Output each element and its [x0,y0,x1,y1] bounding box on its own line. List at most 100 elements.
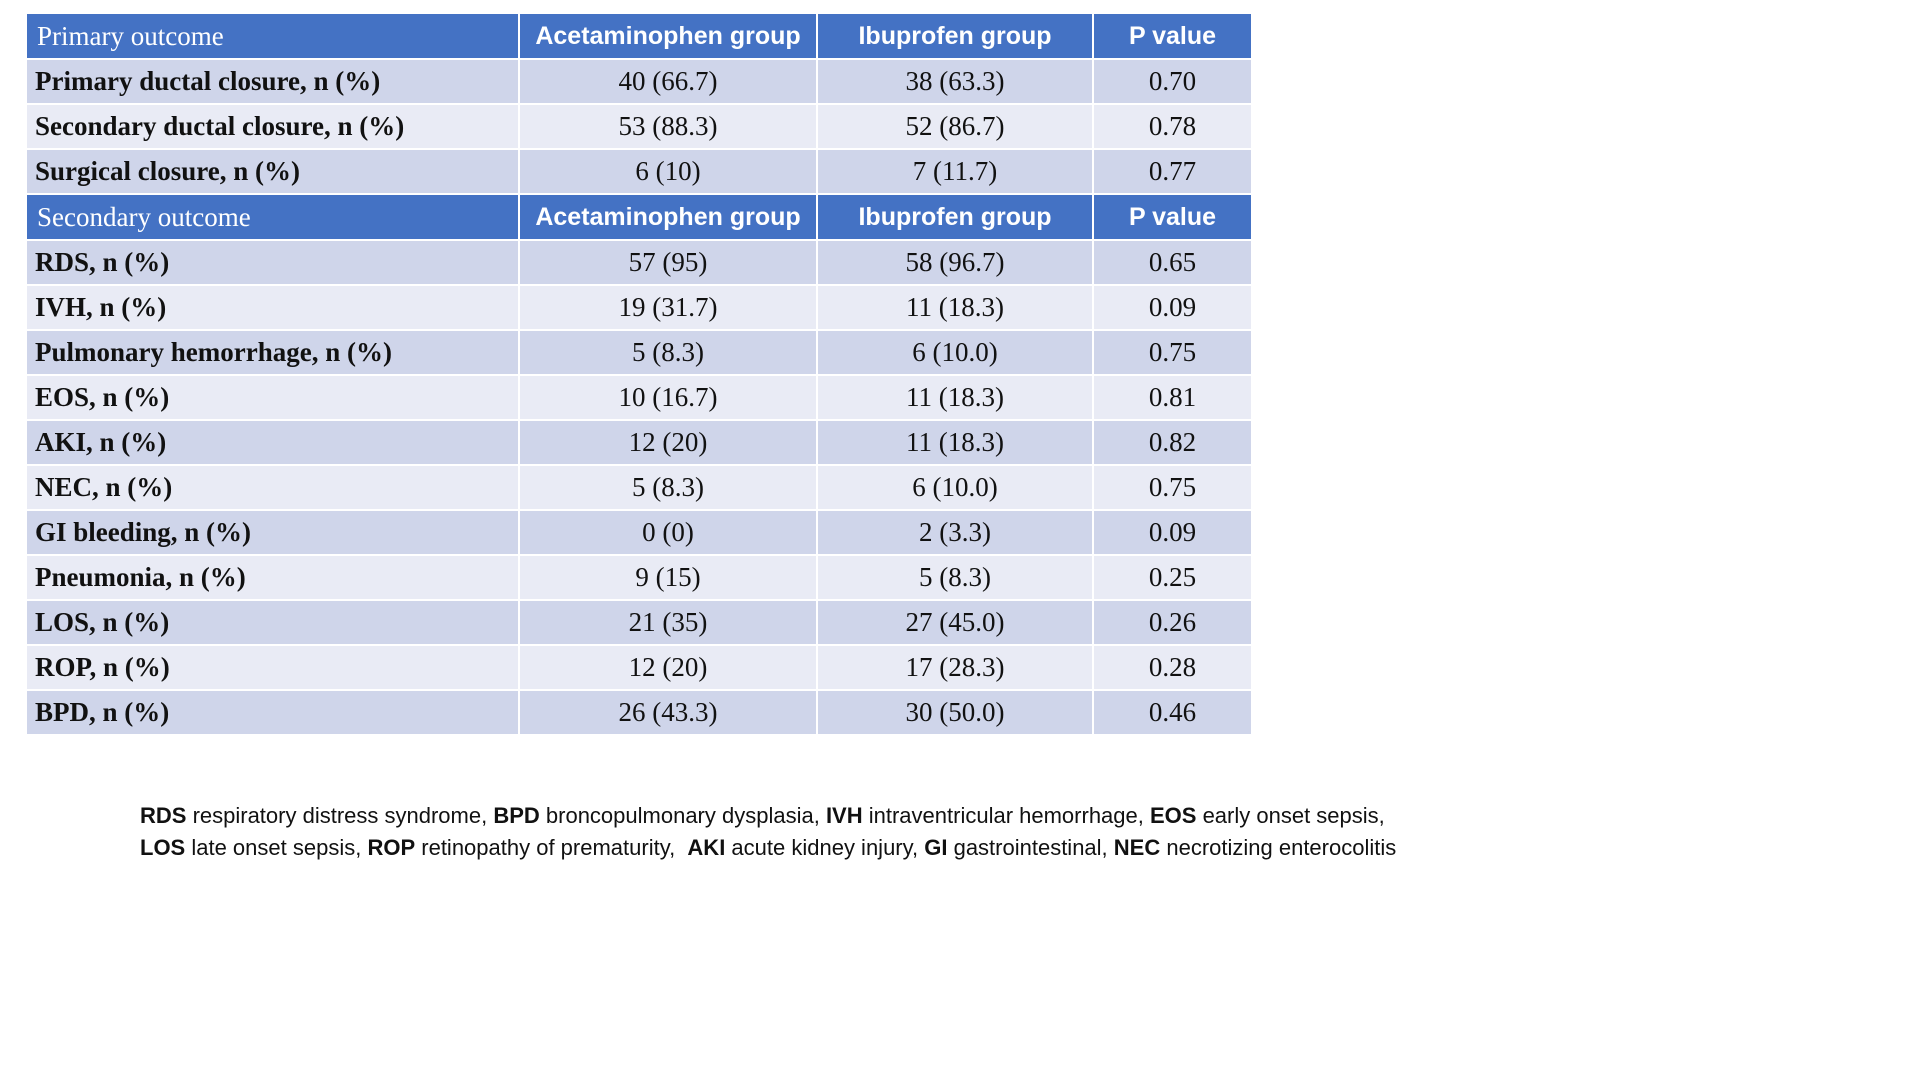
cell-p: 0.75 [1092,464,1253,511]
primary-header-outcome: Primary outcome [25,12,520,60]
cell-acet: 40 (66.7) [518,58,818,105]
secondary-header-outcome: Secondary outcome [25,193,520,241]
abbr-definition: acute kidney injury, [725,835,925,860]
cell-p: 0.46 [1092,689,1253,736]
table-row: Pneumonia, n (%) 9 (15) 5 (8.3) 0.25 [25,554,1253,601]
abbr-definition: necrotizing enterocolitis [1160,835,1397,860]
cell-ibu: 6 (10.0) [816,464,1094,511]
cell-label: Secondary ductal closure, n (%) [25,103,520,150]
cell-label: Primary ductal closure, n (%) [25,58,520,105]
cell-acet: 10 (16.7) [518,374,818,421]
abbr-term: GI [924,835,948,860]
cell-ibu: 27 (45.0) [816,599,1094,646]
abbr-term: BPD [493,803,540,828]
cell-ibu: 11 (18.3) [816,284,1094,331]
cell-ibu: 52 (86.7) [816,103,1094,150]
primary-header-p: P value [1092,12,1253,60]
table-row: Surgical closure, n (%) 6 (10) 7 (11.7) 0.7… [25,148,1253,195]
cell-p: 0.81 [1092,374,1253,421]
outcomes-table: Primary outcome Acetaminophen group Ibupro… [25,12,1253,736]
cell-acet: 19 (31.7) [518,284,818,331]
cell-p: 0.75 [1092,329,1253,376]
cell-p: 0.78 [1092,103,1253,150]
cell-p: 0.70 [1092,58,1253,105]
cell-p: 0.25 [1092,554,1253,601]
secondary-header-acet: Acetaminophen group [518,193,818,241]
table-row: EOS, n (%) 10 (16.7) 11 (18.3) 0.81 [25,374,1253,421]
abbr-term: IVH [825,803,863,828]
cell-label: EOS, n (%) [25,374,520,421]
cell-ibu: 38 (63.3) [816,58,1094,105]
abbreviations-footnote: RDS respiratory distress syndrome, BPD b… [140,800,1540,864]
cell-acet: 5 (8.3) [518,464,818,511]
abbr-definition: respiratory distress syndrome, [186,803,494,828]
abbr-term: ROP [367,835,416,860]
secondary-header-ibu: Ibuprofen group [816,193,1094,241]
abbr-definition: early onset sepsis, [1196,803,1385,828]
cell-p: 0.09 [1092,509,1253,556]
cell-acet: 5 (8.3) [518,329,818,376]
cell-label: NEC, n (%) [25,464,520,511]
table-row: Primary ductal closure, n (%) 40 (66.7) 38… [25,58,1253,105]
cell-ibu: 11 (18.3) [816,374,1094,421]
cell-ibu: 11 (18.3) [816,419,1094,466]
cell-acet: 0 (0) [518,509,818,556]
cell-acet: 53 (88.3) [518,103,818,150]
abbr-term: EOS [1149,803,1197,828]
cell-acet: 9 (15) [518,554,818,601]
cell-ibu: 58 (96.7) [816,239,1094,286]
abbr-definition: late onset sepsis, [185,835,368,860]
cell-ibu: 6 (10.0) [816,329,1094,376]
abbr-term: AKI [687,835,726,860]
secondary-header-row: Secondary outcome Acetaminophen group Ibup… [25,193,1253,241]
cell-label: BPD, n (%) [25,689,520,736]
outcomes-table-body: Primary outcome Acetaminophen group Ibupro… [25,12,1253,736]
table-row: Pulmonary hemorrhage, n (%) 5 (8.3) 6 (10.… [25,329,1253,376]
cell-label: ROP, n (%) [25,644,520,691]
cell-ibu: 7 (11.7) [816,148,1094,195]
cell-ibu: 17 (28.3) [816,644,1094,691]
cell-label: AKI, n (%) [25,419,520,466]
cell-label: GI bleeding, n (%) [25,509,520,556]
cell-label: LOS, n (%) [25,599,520,646]
table-row: LOS, n (%) 21 (35) 27 (45.0) 0.26 [25,599,1253,646]
cell-label: RDS, n (%) [25,239,520,286]
cell-p: 0.09 [1092,284,1253,331]
table-row: RDS, n (%) 57 (95) 58 (96.7) 0.65 [25,239,1253,286]
table-row: GI bleeding, n (%) 0 (0) 2 (3.3) 0.09 [25,509,1253,556]
cell-p: 0.26 [1092,599,1253,646]
cell-acet: 6 (10) [518,148,818,195]
table-row: IVH, n (%) 19 (31.7) 11 (18.3) 0.09 [25,284,1253,331]
cell-acet: 21 (35) [518,599,818,646]
cell-ibu: 2 (3.3) [816,509,1094,556]
table-row: Secondary ductal closure, n (%) 53 (88.3)… [25,103,1253,150]
abbr-term: LOS [140,835,186,860]
cell-p: 0.28 [1092,644,1253,691]
secondary-header-p: P value [1092,193,1253,241]
cell-ibu: 5 (8.3) [816,554,1094,601]
cell-ibu: 30 (50.0) [816,689,1094,736]
cell-label: Surgical closure, n (%) [25,148,520,195]
cell-label: Pulmonary hemorrhage, n (%) [25,329,520,376]
abbr-definition: gastrointestinal, [947,835,1114,860]
abbr-definition: broncopulmonary dysplasia, [539,803,826,828]
cell-acet: 57 (95) [518,239,818,286]
abbr-term: NEC [1113,835,1161,860]
primary-header-ibu: Ibuprofen group [816,12,1094,60]
table-row: NEC, n (%) 5 (8.3) 6 (10.0) 0.75 [25,464,1253,511]
cell-acet: 12 (20) [518,644,818,691]
cell-p: 0.77 [1092,148,1253,195]
cell-acet: 12 (20) [518,419,818,466]
table-row: ROP, n (%) 12 (20) 17 (28.3) 0.28 [25,644,1253,691]
cell-acet: 26 (43.3) [518,689,818,736]
cell-p: 0.82 [1092,419,1253,466]
abbr-definition: intraventricular hemorrhage, [862,803,1150,828]
abbr-definition: retinopathy of prematurity, [415,835,688,860]
footnote-line-1: RDS respiratory distress syndrome, BPD b… [140,800,1540,832]
primary-header-acet: Acetaminophen group [518,12,818,60]
cell-label: IVH, n (%) [25,284,520,331]
cell-label: Pneumonia, n (%) [25,554,520,601]
table-row: AKI, n (%) 12 (20) 11 (18.3) 0.82 [25,419,1253,466]
table-row: BPD, n (%) 26 (43.3) 30 (50.0) 0.46 [25,689,1253,736]
abbr-term: RDS [140,803,187,828]
